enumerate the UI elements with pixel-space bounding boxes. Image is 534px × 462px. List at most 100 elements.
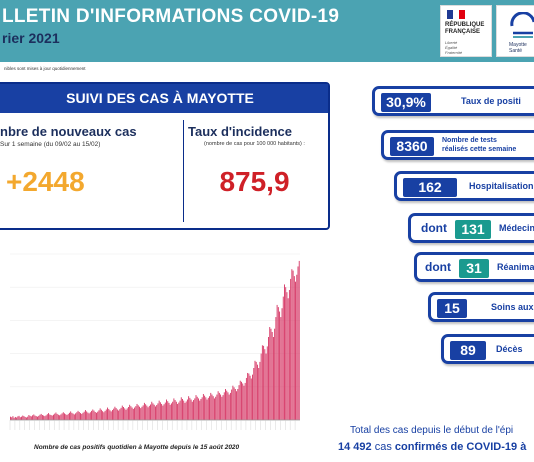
chart-bar — [89, 412, 91, 420]
chart-bar — [238, 385, 240, 420]
chart-bar — [124, 408, 126, 420]
chart-bar — [210, 392, 212, 420]
chart-bar — [137, 405, 139, 420]
chart-bar — [295, 281, 296, 420]
total-cases-caption: Total des cas depuis le début de l'épi — [350, 425, 514, 436]
french-flag-icon — [447, 10, 465, 19]
deces-label: Décès — [496, 344, 523, 354]
chart-bar — [45, 415, 47, 420]
chart-bar — [111, 410, 113, 420]
chart-bar — [134, 407, 136, 420]
chart-bar — [55, 412, 57, 420]
chart-bar — [275, 317, 277, 420]
chart-bar — [116, 409, 118, 420]
chart-bar — [177, 403, 179, 420]
chart-bar — [62, 412, 64, 420]
chart-bar — [13, 417, 15, 420]
chart-bar — [260, 353, 262, 420]
incidence-value: 875,9 — [219, 166, 290, 197]
chart-bar — [239, 380, 241, 420]
chart-bar — [99, 408, 101, 420]
total-cases-value: 14 492 — [338, 441, 372, 453]
chart-bar — [113, 408, 115, 420]
chart-bar — [148, 405, 150, 420]
chart-bar — [132, 408, 134, 420]
chart-bar — [118, 410, 120, 420]
medecine-label: Médecin — [499, 223, 534, 233]
chart-bar — [212, 396, 214, 420]
chart-bar — [86, 411, 88, 420]
new-cases-value: +2448 — [6, 166, 85, 197]
chart-bar — [258, 367, 260, 420]
chart-bar — [255, 361, 257, 420]
chart-bar — [173, 398, 175, 420]
chart-bar — [35, 416, 37, 420]
chart-bar — [25, 417, 27, 420]
chart-bar — [286, 292, 288, 420]
chart-bar — [236, 391, 238, 420]
chart-bar — [157, 403, 159, 420]
chart-bar — [161, 403, 163, 420]
chart-bar — [209, 396, 210, 420]
chart-bar — [27, 416, 29, 420]
soins-label: Soins aux — [491, 302, 534, 312]
chart-bar — [150, 404, 151, 420]
chart-bar — [168, 402, 170, 420]
total-cases-confirmed: confirmés de COVID-19 à — [394, 441, 527, 453]
chart-bar — [139, 406, 140, 420]
chart-bar — [97, 411, 99, 420]
chart-bar — [41, 415, 43, 420]
chart-bar — [109, 410, 111, 420]
new-cases-subtitle: Sur 1 semaine (du 09/02 au 15/02) — [0, 141, 101, 148]
chart-bar — [54, 413, 56, 420]
chart-bar — [163, 404, 165, 420]
chart-bar — [291, 269, 293, 420]
chart-bar — [140, 408, 142, 420]
chart-bar — [152, 403, 154, 420]
chart-bar — [217, 391, 219, 420]
chart-bar — [221, 396, 223, 420]
chart-bar — [73, 414, 75, 420]
chart-bar — [188, 396, 190, 420]
chart-bar — [234, 389, 236, 420]
ars-swoosh-icon — [510, 12, 534, 38]
chart-bar — [281, 308, 283, 420]
chart-bar — [110, 411, 112, 420]
reanimation-card: dont 31 Réanima — [414, 252, 534, 282]
chart-bar — [272, 337, 274, 420]
chart-bar — [223, 392, 225, 420]
chart-bar — [100, 409, 102, 420]
chart-bar — [147, 407, 149, 420]
chart-bar — [48, 413, 50, 420]
chart-bar — [96, 412, 97, 420]
chart-bar — [233, 387, 235, 420]
chart-bar — [59, 415, 61, 420]
chart-bar — [253, 367, 255, 420]
positivity-label: Taux de positi — [461, 96, 521, 106]
ars-logo: Mayotte Santé — [496, 5, 534, 57]
hospitalisation-card: 162 Hospitalisation — [394, 171, 534, 201]
chart-bar — [22, 415, 24, 420]
total-cases-line: 14 492 cas confirmés de COVID-19 à — [338, 441, 526, 453]
chart-bar — [170, 403, 172, 420]
chart-bar — [194, 398, 196, 420]
chart-bar — [279, 311, 281, 420]
chart-bar — [186, 399, 188, 420]
chart-bar — [114, 406, 116, 420]
chart-bar — [290, 278, 292, 420]
chart-bar — [211, 394, 213, 420]
chart-bar — [136, 403, 138, 420]
chart-bar — [38, 415, 40, 420]
chart-bar — [23, 416, 25, 420]
chart-bar — [24, 416, 26, 420]
chart-bar — [185, 401, 187, 420]
incidence-title: Taux d'incidence — [188, 124, 292, 139]
card-divider — [183, 120, 184, 222]
chart-bar — [287, 298, 289, 420]
chart-bar — [218, 392, 220, 420]
suivi-title: SUIVI DES CAS À MAYOTTE — [0, 84, 328, 113]
chart-bar — [87, 412, 89, 420]
chart-bar — [77, 410, 79, 420]
chart-bar — [232, 385, 234, 420]
chart-bar — [92, 409, 94, 420]
